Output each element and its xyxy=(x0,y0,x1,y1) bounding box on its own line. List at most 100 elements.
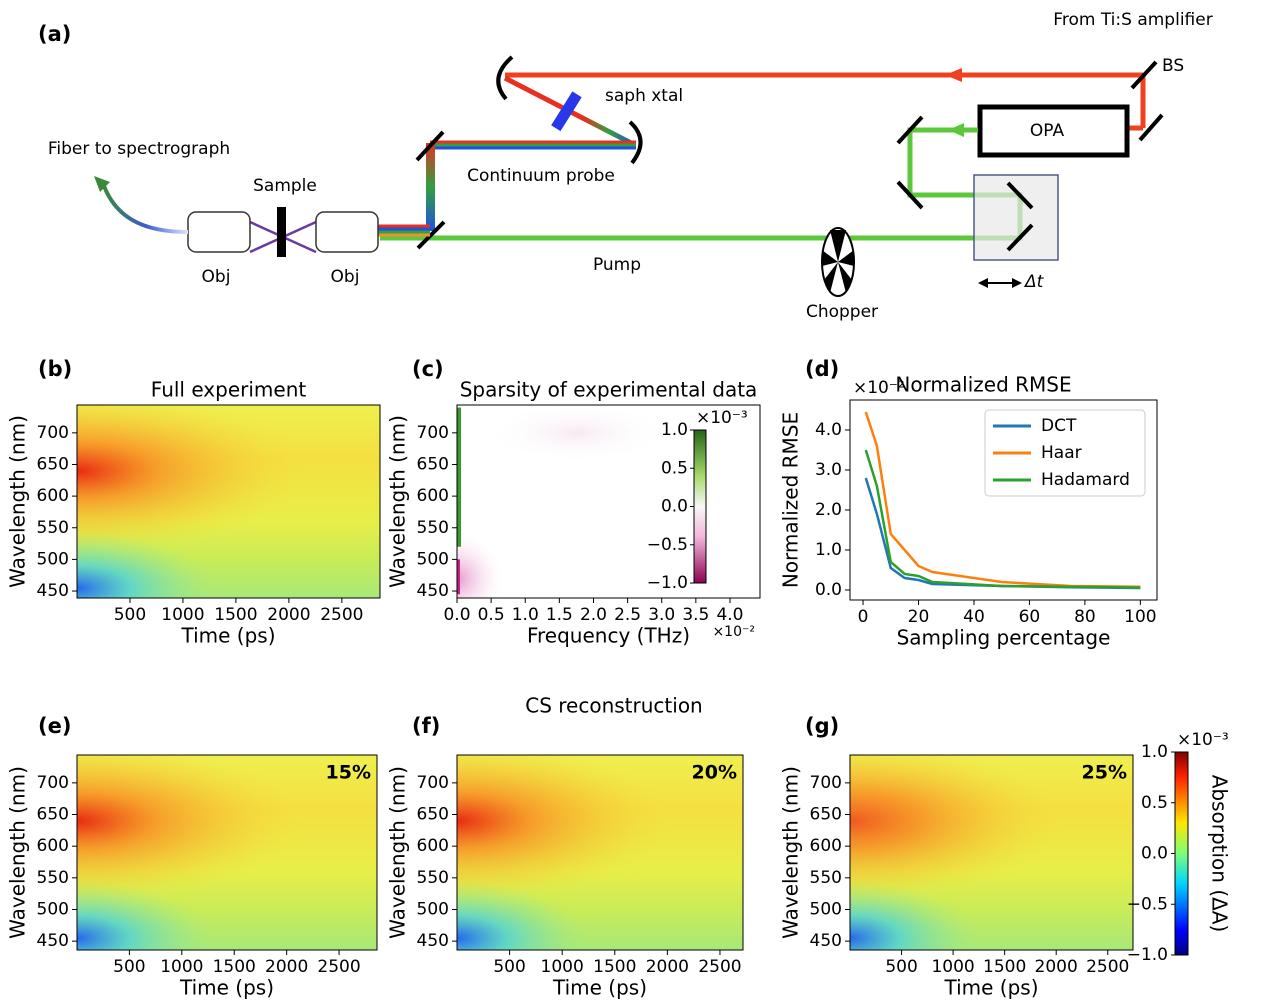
label: Fiber to spectrograph xyxy=(48,139,230,159)
chart-title: Normalized RMSE xyxy=(895,373,1071,397)
y-tick-label: 600 xyxy=(37,836,69,856)
arrow xyxy=(94,176,110,192)
label: From Ti:S amplifier xyxy=(1053,10,1212,30)
x-tick-label: 60 xyxy=(1019,607,1041,627)
colorbar-multiplier: ×10⁻³ xyxy=(1177,730,1229,750)
y-axis-label: Wavelength (nm) xyxy=(386,415,410,588)
setup-diagram: (a) From Ti:S amplifier BS OPA Δt Choppe… xyxy=(38,10,1213,322)
plot-frame xyxy=(76,754,378,951)
arrow xyxy=(948,123,964,137)
x-tick-label: 3.0 xyxy=(648,605,675,625)
x-tick-label: 20 xyxy=(908,607,930,627)
heatmap-region xyxy=(457,559,460,595)
x-tick-label: 2.0 xyxy=(580,605,607,625)
x-tick-label: 1.5 xyxy=(546,605,573,625)
chart-title: Full experiment xyxy=(151,378,307,402)
colorbar-tick-label: −1.0 xyxy=(647,573,688,593)
x-tick-label: 2000 xyxy=(646,957,689,977)
curved-mirror xyxy=(628,120,643,165)
chopper-blades xyxy=(822,230,854,293)
x-tick-label: 1000 xyxy=(161,605,204,625)
y-tick-label: 700 xyxy=(417,423,449,443)
label: Chopper xyxy=(806,302,878,322)
legend-label: Hadamard xyxy=(1041,470,1130,490)
panel-label: (e) xyxy=(38,714,71,738)
heatmap-region xyxy=(457,755,672,903)
y-tick-label: 550 xyxy=(417,868,449,888)
heatmap xyxy=(457,405,760,598)
x-multiplier: ×10⁻² xyxy=(712,624,755,640)
y-tick-label: 550 xyxy=(417,518,449,538)
y-axis-label: Wavelength (nm) xyxy=(6,766,30,939)
colorbar-label: Absorption (ΔA) xyxy=(1208,775,1232,933)
y-tick-label: 600 xyxy=(417,486,449,506)
label: BS xyxy=(1162,56,1184,76)
mirror xyxy=(1130,60,1158,90)
x-tick-label: 40 xyxy=(963,607,985,627)
pump-beam xyxy=(380,127,1023,241)
x-tick-label: 1000 xyxy=(160,957,203,977)
beam xyxy=(426,143,435,231)
y-tick-label: 550 xyxy=(810,868,842,888)
panel-label: (g) xyxy=(805,714,839,738)
y-tick-label: 4.0 xyxy=(815,420,842,440)
heatmap-region xyxy=(850,881,978,950)
annotation: 25% xyxy=(1082,762,1127,784)
x-axis-label: Frequency (THz) xyxy=(527,624,690,648)
heatmap-region xyxy=(487,405,667,463)
x-tick-label: 3.5 xyxy=(682,605,709,625)
y-tick-label: 450 xyxy=(417,581,449,601)
sample xyxy=(277,207,286,257)
chart-title: Sparsity of experimental data xyxy=(460,378,758,402)
colorbar-tick-label: 1.0 xyxy=(1141,742,1168,762)
y-tick-label: 700 xyxy=(37,773,69,793)
colorbar-tick-label: 0.5 xyxy=(661,458,688,478)
heatmap xyxy=(850,755,1133,950)
arrow xyxy=(978,278,988,288)
colorbar-multiplier: ×10⁻³ xyxy=(696,408,748,428)
label: Obj xyxy=(331,267,360,287)
annotation: 15% xyxy=(326,762,371,784)
y-axis-label: Wavelength (nm) xyxy=(386,766,410,939)
y-tick-label: 650 xyxy=(810,805,842,825)
y-tick-label: 600 xyxy=(810,836,842,856)
x-tick-label: 0 xyxy=(858,607,869,627)
plot-frame xyxy=(456,754,744,951)
x-tick-label: 500 xyxy=(113,957,145,977)
mirror xyxy=(415,130,445,162)
y-tick-label: 650 xyxy=(417,805,449,825)
label: Obj xyxy=(202,267,231,287)
y-multiplier: ×10⁻² xyxy=(853,378,905,398)
x-tick-label: 0.0 xyxy=(443,605,470,625)
x-tick-label: 4.0 xyxy=(716,605,743,625)
heatmap-region xyxy=(77,881,212,950)
y-axis-label: Normalized RMSE xyxy=(779,412,803,588)
y-tick-label: 2.0 xyxy=(815,500,842,520)
label: Pump xyxy=(593,255,641,275)
arrow xyxy=(1012,278,1022,288)
objective xyxy=(187,211,251,253)
heatmap-region xyxy=(457,881,586,950)
mirror xyxy=(896,180,924,210)
colorbar-tick-label: 0.0 xyxy=(1141,844,1168,864)
panel-label: (c) xyxy=(412,357,444,381)
heatmap-region xyxy=(457,407,461,547)
y-tick-label: 700 xyxy=(37,423,69,443)
y-tick-label: 450 xyxy=(810,931,842,951)
x-tick-label: 2000 xyxy=(265,957,308,977)
curved-mirror xyxy=(496,55,514,101)
colorbar-tick-label: −0.5 xyxy=(1127,894,1168,914)
colorbar-tick-label: −1.0 xyxy=(1127,945,1168,965)
y-tick-label: 650 xyxy=(417,454,449,474)
y-tick-label: 500 xyxy=(417,549,449,569)
x-tick-label: 2500 xyxy=(320,605,363,625)
label: Sample xyxy=(253,176,317,196)
label: Δt xyxy=(1023,272,1045,292)
mirror xyxy=(896,115,924,145)
y-axis-label: Wavelength (nm) xyxy=(779,766,803,939)
y-tick-label: 500 xyxy=(37,549,69,569)
colorbar-tick-label: 0.0 xyxy=(661,497,688,517)
colorbar-tick-label: 0.5 xyxy=(1141,793,1168,813)
plot-frame xyxy=(849,399,1158,601)
y-tick-label: 600 xyxy=(37,486,69,506)
